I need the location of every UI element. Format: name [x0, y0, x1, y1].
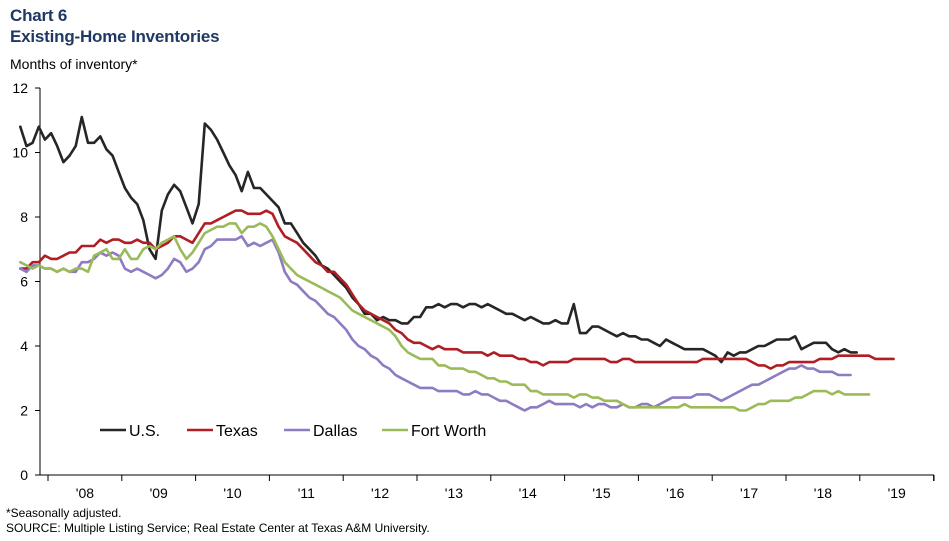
series-line-fort-worth [18, 222, 871, 412]
legend: U.S. Texas Dallas Fort Worth [100, 423, 486, 440]
y-axis-label: Months of inventory* [10, 56, 138, 72]
series-line-u-s [18, 115, 859, 364]
legend-label-fort-worth: Fort Worth [411, 423, 486, 440]
y-tick-label: 4 [20, 338, 28, 354]
y-tick-label: 10 [12, 145, 28, 161]
x-tick-label: '16 [666, 485, 684, 501]
x-tick-label: '10 [223, 485, 241, 501]
chart-title: Existing-Home Inventories [10, 27, 220, 46]
y-tick-label: 0 [20, 467, 28, 483]
chart-number: Chart 6 [10, 6, 68, 25]
legend-label-u-s: U.S. [129, 423, 160, 440]
x-tick-label: '15 [592, 485, 610, 501]
x-tick-label: '08 [76, 485, 94, 501]
x-tick-label: '11 [298, 485, 315, 501]
x-tick-label: '19 [888, 485, 906, 501]
x-tick-label: '17 [740, 485, 758, 501]
x-tick-label: '12 [371, 485, 389, 501]
series-line-texas [18, 209, 895, 370]
series-lines [18, 115, 895, 412]
y-tick-label: 6 [20, 274, 28, 290]
y-tick-label: 2 [20, 403, 28, 419]
x-tick-label: '09 [150, 485, 168, 501]
source-note: SOURCE: Multiple Listing Service; Real E… [6, 521, 430, 535]
legend-label-dallas: Dallas [313, 423, 357, 440]
y-tick-label: 8 [20, 209, 28, 225]
legend-label-texas: Texas [216, 423, 258, 440]
footnote: *Seasonally adjusted. [6, 506, 122, 520]
series-line-dallas [18, 235, 852, 412]
x-tick-label: '14 [519, 485, 537, 501]
x-tick-label: '13 [445, 485, 463, 501]
y-tick-label: 12 [12, 80, 28, 96]
x-tick-label: '18 [814, 485, 832, 501]
axes: 0 2 4 6 8 10 12 '08 '09 '10 '11 '12 '13 '14 '15 '16 '17 '… [12, 80, 935, 501]
